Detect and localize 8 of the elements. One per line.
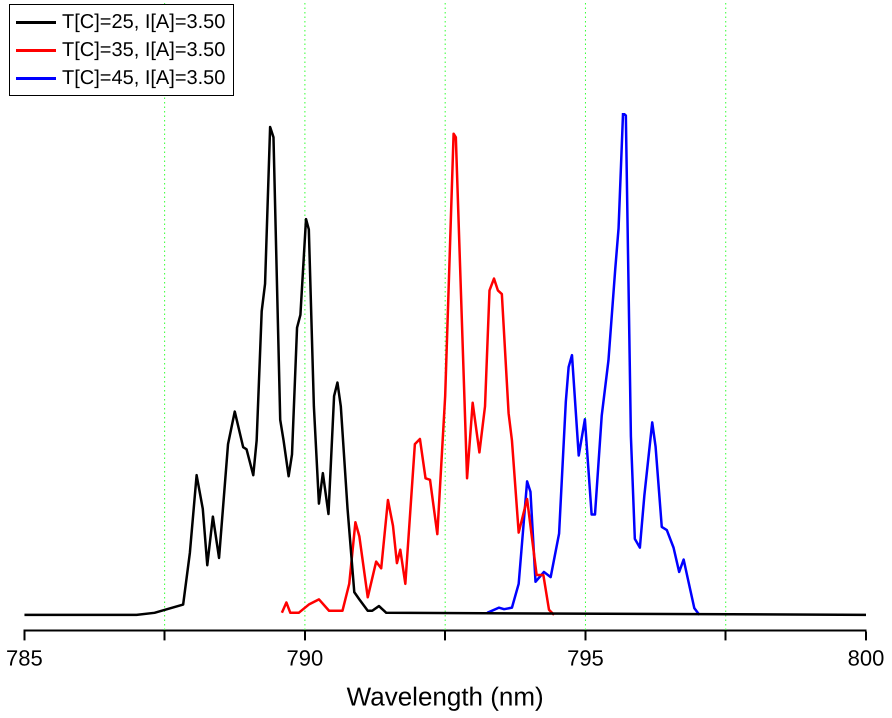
legend-label: T[C]=35, I[A]=3.50 bbox=[62, 38, 226, 63]
x-tick-label: 785 bbox=[6, 646, 43, 671]
x-tick-label: 790 bbox=[286, 646, 324, 671]
legend-label: T[C]=45, I[A]=3.50 bbox=[62, 66, 226, 91]
x-tick-label: 795 bbox=[567, 646, 604, 671]
x-axis-title: Wavelength (nm) bbox=[346, 682, 544, 712]
legend-label: T[C]=25, I[A]=3.50 bbox=[62, 10, 226, 35]
x-tick-label: 800 bbox=[848, 646, 884, 671]
